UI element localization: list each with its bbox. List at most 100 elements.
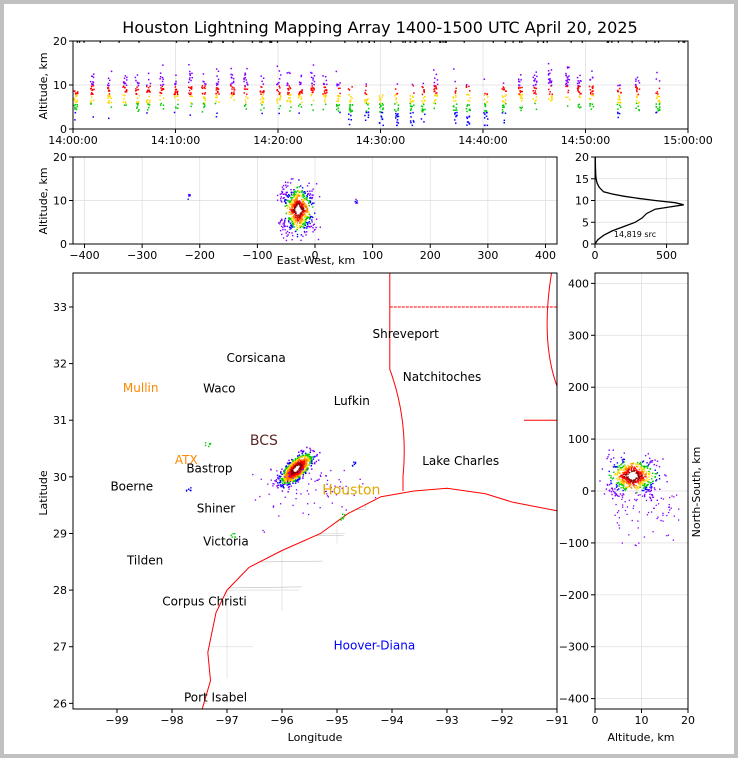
source-point — [649, 461, 651, 463]
flash-source — [108, 90, 111, 92]
flash-source — [313, 75, 316, 77]
lightning-source — [303, 460, 306, 462]
source-point — [293, 223, 296, 225]
flash-source — [298, 91, 301, 94]
source-point — [654, 476, 656, 479]
flash-source — [589, 79, 591, 81]
flash-source — [231, 74, 234, 76]
flash-source — [348, 123, 351, 126]
flash-source — [136, 101, 138, 103]
scattered-source — [270, 479, 272, 481]
lightning-source — [284, 469, 286, 472]
flash-source — [410, 101, 412, 103]
flash-source — [259, 98, 262, 101]
source-point — [300, 210, 302, 212]
lightning-source — [300, 461, 302, 463]
flash-source — [577, 88, 579, 91]
flash-source — [216, 84, 218, 86]
city-label-waco: Waco — [203, 382, 235, 396]
flash-source — [137, 110, 139, 112]
flash-source — [136, 102, 138, 105]
flash-source — [189, 114, 191, 116]
source-point — [630, 480, 632, 482]
source-point — [309, 216, 312, 219]
flash-source — [412, 120, 415, 122]
flash-source — [635, 85, 637, 88]
source-point — [627, 465, 629, 467]
flash-source — [638, 88, 641, 90]
scattered-source — [668, 504, 670, 506]
scattered-source — [280, 503, 282, 505]
lightning-source — [289, 466, 291, 469]
x-tick-label: 14:40:00 — [458, 134, 507, 147]
source-point — [636, 477, 638, 479]
lightning-source — [283, 477, 285, 480]
flash-source — [75, 92, 78, 94]
x-tick-label: −96 — [270, 714, 293, 727]
flash-source — [136, 89, 138, 91]
lightning-source — [298, 473, 301, 475]
flash-source — [466, 93, 468, 96]
flash-source — [349, 104, 351, 106]
flash-source — [505, 90, 507, 92]
lightning-source — [301, 462, 304, 464]
scattered-source — [302, 476, 304, 478]
source-point — [615, 477, 618, 480]
flash-source — [287, 83, 289, 85]
scattered-source — [621, 542, 623, 544]
city-label-lufkin: Lufkin — [334, 394, 370, 408]
flash-source — [261, 91, 264, 93]
source-point — [309, 222, 311, 225]
flash-source — [381, 118, 383, 120]
flash-source — [454, 80, 456, 83]
flash-source — [230, 73, 232, 76]
lightning-source — [297, 474, 300, 477]
flash-source — [191, 86, 193, 88]
flash-source — [592, 94, 594, 97]
source-point — [633, 474, 636, 476]
source-point — [644, 487, 647, 489]
source-point — [317, 238, 320, 241]
source-point — [636, 479, 639, 482]
lightning-source — [291, 477, 293, 479]
source-point — [641, 470, 644, 473]
flash-source — [324, 103, 327, 106]
source-point — [651, 472, 654, 474]
isolated-source — [189, 489, 191, 491]
flash-source — [324, 99, 326, 101]
flash-source — [547, 70, 550, 72]
flash-source — [339, 87, 341, 89]
source-point — [290, 199, 293, 201]
flash-source — [108, 117, 110, 120]
scattered-source — [272, 506, 274, 508]
lightning-source — [304, 468, 307, 471]
source-point — [633, 485, 635, 487]
source-point — [631, 480, 634, 482]
y-tick-label: −100 — [559, 537, 589, 550]
high-altitude-noise — [463, 41, 465, 43]
source-point — [293, 215, 295, 218]
flash-source — [159, 76, 162, 78]
flash-source — [547, 74, 550, 76]
source-point — [642, 487, 645, 489]
flash-source — [382, 107, 384, 109]
flash-source — [638, 101, 640, 104]
scattered-source — [254, 499, 257, 501]
source-point — [306, 185, 309, 187]
source-point — [624, 467, 626, 469]
lightning-source — [305, 454, 308, 456]
flash-source — [518, 80, 520, 82]
source-point — [651, 494, 653, 496]
lightning-source — [291, 466, 294, 468]
flash-source — [365, 102, 368, 105]
source-point — [633, 470, 635, 472]
source-point — [647, 465, 649, 467]
flash-source — [465, 84, 468, 86]
flash-source — [566, 105, 569, 107]
flash-source — [365, 83, 367, 85]
scattered-source — [617, 510, 620, 512]
flash-source — [324, 94, 326, 96]
source-point — [650, 460, 652, 462]
lightning-source — [302, 451, 304, 453]
scattered-source — [338, 479, 340, 481]
